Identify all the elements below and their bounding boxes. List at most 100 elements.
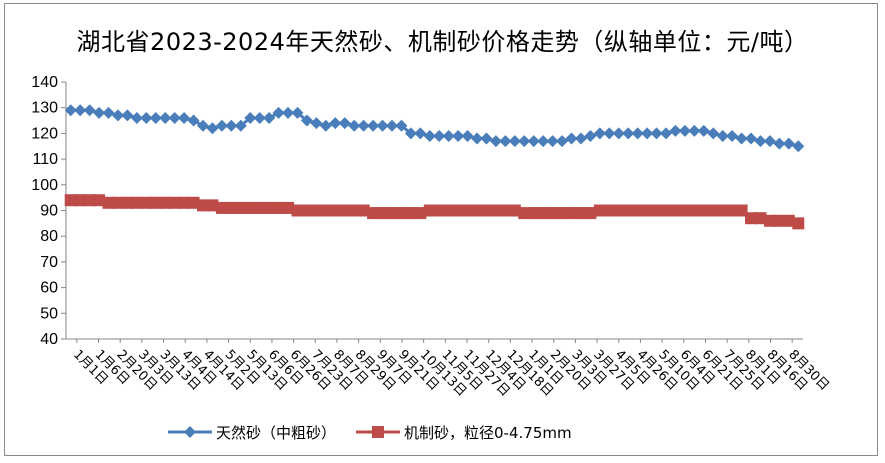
data-point bbox=[433, 204, 446, 217]
data-point bbox=[140, 111, 153, 124]
data-point bbox=[385, 119, 398, 132]
data-point bbox=[782, 214, 795, 227]
data-point bbox=[385, 207, 398, 220]
data-point bbox=[792, 140, 805, 153]
data-point bbox=[537, 135, 550, 148]
data-point bbox=[707, 204, 720, 217]
x-axis: 1月1日1月6日2月20日3月3日3月13日4月4日4月14日5月2日5月13日… bbox=[66, 338, 832, 400]
data-point bbox=[745, 132, 758, 145]
data-point bbox=[376, 207, 389, 220]
legend-label-manufactured-sand: 机制砂，粒径0-4.75mm bbox=[404, 423, 572, 442]
series-layer bbox=[64, 104, 805, 230]
data-point bbox=[574, 132, 587, 145]
data-point bbox=[726, 204, 739, 217]
y-axis: 40 50 60 70 80 90 100 110 120 130 140 bbox=[31, 74, 67, 348]
data-point bbox=[225, 201, 238, 214]
data-point bbox=[291, 106, 304, 119]
data-point bbox=[404, 127, 417, 140]
data-point bbox=[348, 119, 361, 132]
data-point bbox=[310, 117, 323, 130]
data-point bbox=[215, 201, 228, 214]
data-point bbox=[178, 111, 191, 124]
data-point bbox=[489, 204, 502, 217]
data-point bbox=[338, 117, 351, 130]
data-point bbox=[773, 137, 786, 150]
data-point bbox=[612, 127, 625, 140]
data-point bbox=[622, 127, 635, 140]
y-tick-label: 100 bbox=[31, 177, 58, 194]
data-point bbox=[206, 199, 219, 212]
data-point bbox=[329, 204, 342, 217]
data-point bbox=[792, 217, 805, 230]
legend: 天然砂（中粗砂） 机制砂，粒径0-4.75mm bbox=[168, 420, 572, 444]
data-point bbox=[244, 111, 257, 124]
data-point bbox=[187, 114, 200, 127]
data-point bbox=[669, 204, 682, 217]
series-1 bbox=[64, 194, 805, 230]
data-point bbox=[480, 132, 493, 145]
data-point bbox=[763, 214, 776, 227]
data-point bbox=[187, 196, 200, 209]
data-point bbox=[263, 111, 276, 124]
data-point bbox=[74, 194, 87, 207]
data-point bbox=[556, 135, 569, 148]
diamond-marker-icon bbox=[168, 426, 212, 438]
data-point bbox=[272, 106, 285, 119]
data-point bbox=[253, 201, 266, 214]
data-point bbox=[329, 117, 342, 130]
y-tick-label: 70 bbox=[40, 254, 58, 271]
data-point bbox=[773, 214, 786, 227]
data-point bbox=[489, 135, 502, 148]
data-point bbox=[338, 204, 351, 217]
series-0 bbox=[64, 104, 805, 153]
data-point bbox=[93, 106, 106, 119]
data-point bbox=[754, 135, 767, 148]
data-point bbox=[556, 207, 569, 220]
legend-label-natural-sand: 天然砂（中粗砂） bbox=[216, 423, 337, 442]
data-point bbox=[272, 201, 285, 214]
data-point bbox=[452, 129, 465, 142]
data-point bbox=[763, 135, 776, 148]
data-point bbox=[178, 196, 191, 209]
y-tick-label: 130 bbox=[31, 100, 58, 117]
data-point bbox=[357, 119, 370, 132]
legend-item-manufactured-sand: 机制砂，粒径0-4.75mm bbox=[356, 422, 572, 443]
data-point bbox=[622, 204, 635, 217]
y-tick-label: 140 bbox=[31, 74, 58, 91]
data-point bbox=[102, 106, 115, 119]
data-point bbox=[102, 196, 115, 209]
data-point bbox=[688, 124, 701, 137]
data-point bbox=[499, 135, 512, 148]
data-point bbox=[310, 204, 323, 217]
y-tick-label: 60 bbox=[40, 280, 58, 297]
data-point bbox=[442, 129, 455, 142]
data-point bbox=[74, 104, 87, 117]
data-point bbox=[603, 127, 616, 140]
data-point bbox=[678, 124, 691, 137]
data-point bbox=[697, 204, 710, 217]
data-point bbox=[754, 212, 767, 225]
data-point bbox=[423, 204, 436, 217]
data-point bbox=[206, 122, 219, 135]
data-point bbox=[527, 135, 540, 148]
data-point bbox=[527, 207, 540, 220]
y-tick-label: 110 bbox=[32, 151, 58, 168]
data-point bbox=[508, 135, 521, 148]
data-point bbox=[659, 204, 672, 217]
data-point bbox=[574, 207, 587, 220]
data-point bbox=[64, 194, 77, 207]
data-point bbox=[565, 207, 578, 220]
data-point bbox=[367, 119, 380, 132]
data-point bbox=[423, 129, 436, 142]
data-point bbox=[678, 204, 691, 217]
data-point bbox=[697, 124, 710, 137]
data-point bbox=[433, 129, 446, 142]
data-point bbox=[282, 106, 295, 119]
data-point bbox=[168, 111, 181, 124]
data-point bbox=[480, 204, 493, 217]
data-point bbox=[111, 109, 124, 122]
data-point bbox=[603, 204, 616, 217]
data-point bbox=[395, 207, 408, 220]
data-point bbox=[631, 127, 644, 140]
data-point bbox=[508, 204, 521, 217]
